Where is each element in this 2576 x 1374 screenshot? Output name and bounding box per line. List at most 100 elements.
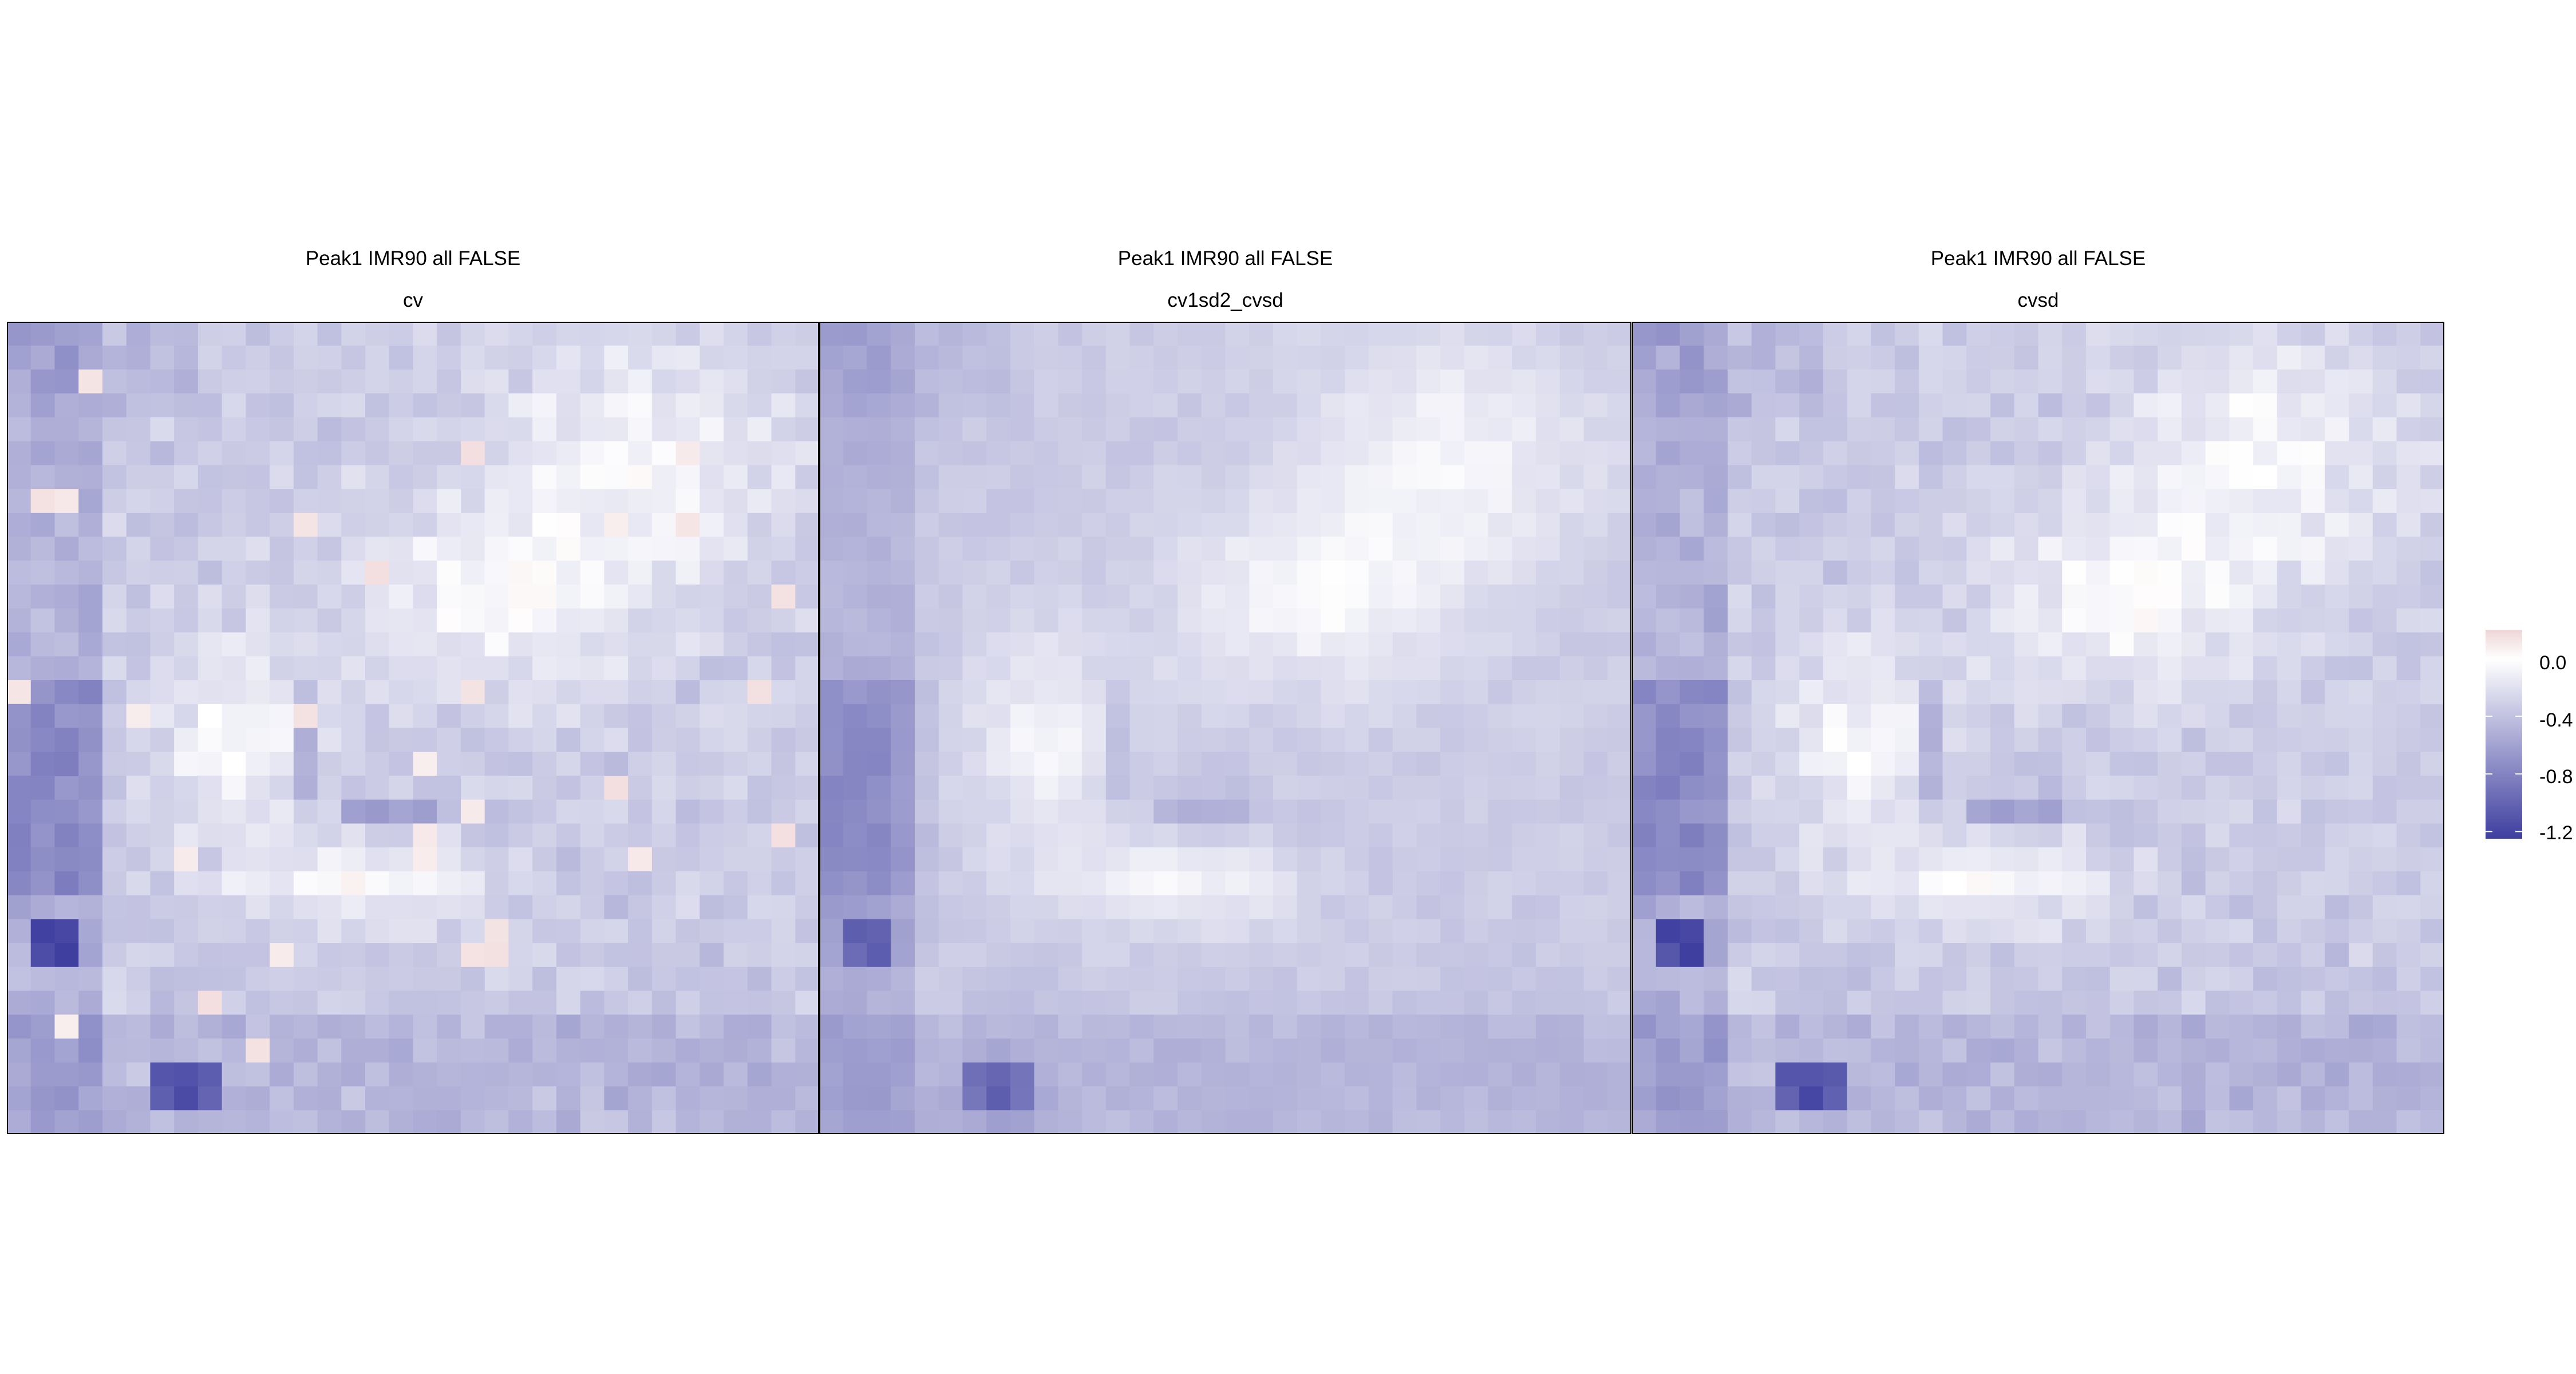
heatmap-tile (1704, 536, 1728, 561)
heatmap-tile (1488, 799, 1512, 824)
heatmap-tile (891, 966, 915, 992)
heatmap-tile (2229, 441, 2254, 466)
heatmap-tile (1751, 632, 1776, 657)
heatmap-tile (2134, 966, 2158, 992)
heatmap-tile (389, 1062, 414, 1087)
heatmap-tile (938, 871, 963, 896)
heatmap-tile (1775, 441, 1800, 466)
heatmap-tile (747, 322, 772, 346)
heatmap-tile (1751, 489, 1776, 514)
heatmap-tile (891, 895, 915, 919)
heatmap-tile (2062, 775, 2087, 800)
heatmap-tile (150, 441, 175, 466)
heatmap-tile (341, 585, 366, 609)
heatmap-tile (270, 417, 294, 442)
heatmap-tile (532, 680, 557, 705)
heatmap-tile (2205, 752, 2230, 776)
heatmap-tile (771, 1014, 796, 1039)
heatmap-tile (270, 704, 294, 729)
heatmap-tile (1105, 799, 1131, 824)
heatmap-tile (317, 871, 342, 896)
heatmap-tile (2038, 752, 2063, 776)
heatmap-tile (2253, 345, 2278, 370)
heatmap-tile (724, 512, 748, 538)
heatmap-tile (2109, 680, 2135, 705)
heatmap-tile (1775, 656, 1800, 681)
legend-gradient-step (2486, 630, 2522, 633)
heatmap-tile (1034, 752, 1058, 776)
heatmap-tile (1751, 536, 1776, 561)
heatmap-tile (2085, 393, 2111, 418)
legend-label-neg04: -0.4 (2539, 709, 2573, 731)
heatmap-tile (484, 823, 509, 848)
heatmap-tile (7, 656, 31, 681)
heatmap-tile (150, 799, 175, 824)
heatmap-tile (556, 943, 581, 968)
heatmap-tile (1799, 847, 1824, 872)
heatmap-tile (222, 752, 246, 776)
heatmap-tile (1225, 1014, 1250, 1039)
heatmap-tile (700, 680, 724, 705)
heatmap-tile (365, 489, 390, 514)
heatmap-tile (1129, 1110, 1154, 1134)
heatmap-tile (54, 895, 79, 919)
heatmap-tile (2014, 1110, 2039, 1134)
heatmap-tile (771, 680, 796, 705)
heatmap-tile (78, 1062, 103, 1087)
heatmap-tile (1297, 823, 1322, 848)
heatmap-tile (1392, 895, 1417, 919)
heatmap-tile (413, 1086, 437, 1111)
heatmap-tile (484, 752, 509, 776)
heatmap-tile (484, 680, 509, 705)
heatmap-tile (1392, 632, 1417, 657)
heatmap-tile (700, 728, 724, 752)
heatmap-tile (54, 919, 79, 943)
heatmap-tile (843, 441, 868, 466)
heatmap-tile (771, 465, 796, 489)
heatmap-tile (2301, 465, 2325, 489)
heatmap-tile (2325, 823, 2349, 848)
heatmap-tile (843, 799, 868, 824)
heatmap-tile (1680, 393, 1704, 418)
heatmap-tile (1368, 1062, 1393, 1087)
heatmap-tile (1225, 465, 1250, 489)
heatmap-tile (2301, 560, 2325, 585)
heatmap-tile (914, 1062, 939, 1087)
heatmap-tile (2038, 560, 2063, 585)
heatmap-tile (197, 847, 223, 872)
heatmap-tile (819, 536, 844, 561)
heatmap-tile (1178, 704, 1202, 729)
heatmap-tile (389, 585, 414, 609)
heatmap-tile (1392, 441, 1417, 466)
heatmap-tile (2085, 417, 2111, 442)
heatmap-tile (604, 775, 629, 800)
heatmap-tile (7, 704, 31, 729)
legend-gradient-step (2486, 654, 2522, 657)
heatmap-tile (1201, 799, 1226, 824)
heatmap-tile (293, 608, 318, 633)
heatmap-tile (1942, 417, 1967, 442)
heatmap-tile (30, 1039, 56, 1063)
heatmap-tile (460, 871, 485, 896)
heatmap-tile (1440, 704, 1465, 729)
heatmap-tile (1488, 536, 1512, 561)
heatmap-tile (2325, 919, 2349, 943)
heatmap-tile (1895, 1086, 1919, 1111)
heatmap-tile (1058, 1062, 1082, 1087)
heatmap-tile (986, 1014, 1011, 1039)
legend-gradient-step (2486, 643, 2522, 646)
heatmap-tile (843, 465, 868, 489)
heatmap-tile (78, 728, 103, 752)
heatmap-tile (1847, 608, 1871, 633)
heatmap-tile (1512, 393, 1536, 418)
heatmap-tile (1440, 1014, 1465, 1039)
heatmap-tile (2085, 990, 2111, 1015)
heatmap-tile (341, 1014, 366, 1039)
heatmap-tile (867, 847, 891, 872)
heatmap-tile (2349, 680, 2373, 705)
heatmap-tile (580, 966, 605, 992)
heatmap-tile (1225, 823, 1250, 848)
heatmap-tile (1775, 1014, 1800, 1039)
heatmap-tile (1082, 680, 1107, 705)
heatmap-tile (222, 441, 246, 466)
